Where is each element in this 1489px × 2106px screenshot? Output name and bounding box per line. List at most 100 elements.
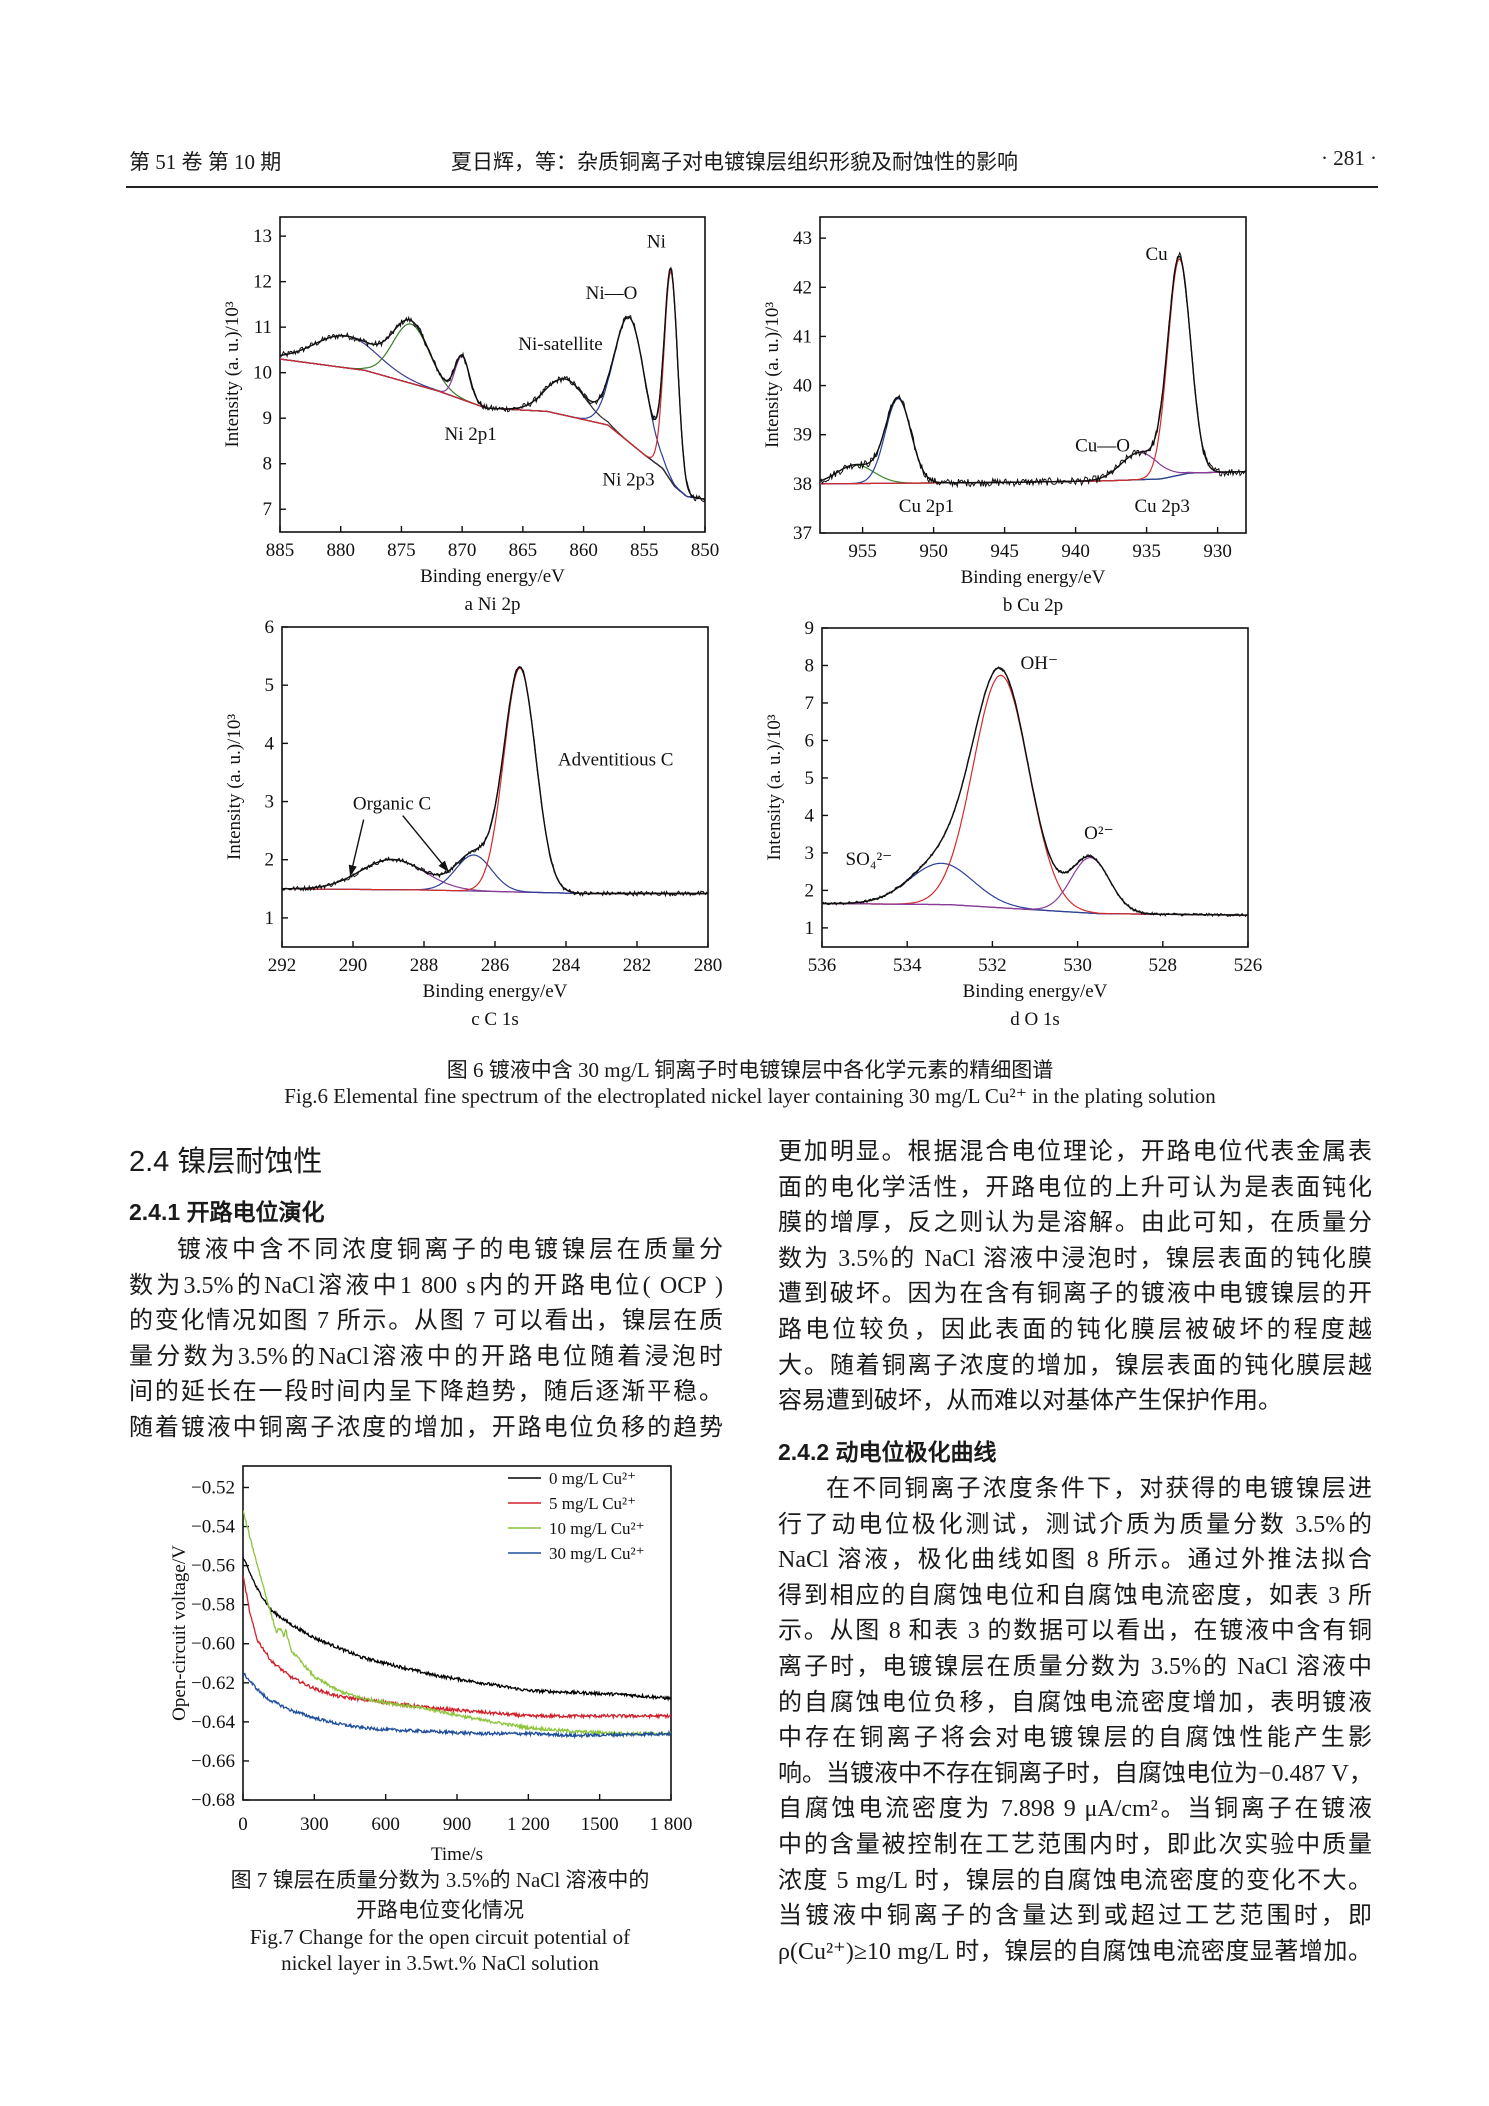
y-tick-label: 8 (263, 454, 273, 475)
peak-annotation: Ni (647, 232, 666, 253)
text-line: 间的延长在一段时间内呈下降趋势，随后逐渐平稳。 (129, 1379, 723, 1406)
figure7-caption-en-2: nickel layer in 3.5wt.% NaCl solution (281, 1951, 599, 1975)
peak-annotation: Adventitious C (558, 749, 674, 770)
peak-annotation: Cu (1145, 244, 1168, 265)
y-tick-label: −0.54 (191, 1517, 235, 1538)
y-tick-label: 6 (805, 730, 815, 751)
y-tick-label: 3 (805, 843, 815, 864)
x-tick-label: 528 (1149, 955, 1178, 976)
text-line: 自腐蚀电流密度为 7.898 9 μA/cm²。当铜离子在镀液 (778, 1796, 1372, 1823)
x-tick-label: 282 (623, 955, 652, 976)
peak-annotation: Cu 2p3 (1135, 496, 1190, 517)
chart-1: 955 950 945 940 935 930 37 38 39 40 41 42 43 Binding … (762, 216, 1247, 616)
chart-2: 292 290 288 286 284 282 280 1 2 3 4 5 6 Binding energ… (224, 617, 722, 1030)
x-tick-label: 945 (990, 541, 1019, 562)
x-tick-label: 870 (448, 540, 477, 561)
plot-frame (279, 216, 706, 533)
y-tick-label: 12 (253, 272, 272, 293)
text-line: 的自腐蚀电位负移，自腐蚀电流密度增加，表明镀液 (778, 1689, 1372, 1716)
chart-subtitle: a Ni 2p (465, 594, 521, 615)
y-tick-label: 1 (265, 908, 275, 929)
running-title: 夏日辉，等：杂质铜离子对电镀镍层组织形貌及耐蚀性的影响 (451, 150, 1018, 174)
peak-annotation: Organic C (353, 794, 431, 815)
text-line: 更加明显。根据混合电位理论，开路电位代表金属表 (778, 1139, 1372, 1165)
x-tick-label: 526 (1234, 955, 1263, 976)
x-tick-label: 885 (266, 540, 295, 561)
plot-area (822, 666, 1248, 918)
x-tick-label: 300 (300, 1814, 329, 1835)
right-column-text-top: 更加明显。根据混合电位理论，开路电位代表金属表 面的电化学活性，开路电位的上升可认… (778, 1135, 1372, 1420)
plot-frame (281, 626, 709, 948)
y-axis-label: Open-circuit voltage/V (169, 1545, 190, 1721)
plot-area (820, 251, 1246, 489)
x-tick-label: 875 (387, 540, 416, 561)
raw-spectrum-line (280, 267, 705, 503)
text-line: 数为3.5%的NaCl溶液中1 800 s内的开路电位( OCP ) (129, 1272, 723, 1299)
figure6-caption-cn: 图 6 镀液中含 30 mg/L 铜离子时电镀镍层中各化学元素的精细图谱 (446, 1058, 1054, 1082)
plot-frame (819, 216, 1247, 534)
peak-annotation: Cu 2p1 (899, 496, 954, 517)
text-line: 量分数为3.5%的NaCl溶液中的开路电位随着浸泡时 (129, 1343, 723, 1370)
text-line: 数为 3.5%的 NaCl 溶液中浸泡时，镍层表面的钝化膜 (778, 1245, 1372, 1272)
plot-frame (821, 627, 1249, 948)
y-tick-label: 2 (805, 880, 815, 901)
fit-component-line (820, 398, 1246, 485)
fit-component-line (282, 667, 708, 895)
x-tick-label: 940 (1061, 541, 1090, 562)
fit-envelope-line (820, 255, 1246, 484)
y-tick-label: −0.64 (191, 1712, 235, 1733)
text-line: 中存在铜离子将会对电镀镍层的自腐蚀性能产生影 (778, 1725, 1372, 1752)
text-line: 行了动电位极化测试，测试介质为质量分数 3.5%的 (778, 1511, 1372, 1538)
subsection-heading-2-4-2: 2.4.2 动电位极化曲线 (778, 1439, 997, 1465)
x-tick-label: 955 (848, 541, 877, 562)
x-tick-label: 1 800 (650, 1814, 693, 1835)
legend-label: 5 mg/L Cu²⁺ (549, 1494, 636, 1513)
text-line: 得到相应的自腐蚀电位和自腐蚀电流密度，如表 3 所 (778, 1582, 1372, 1609)
text-line: 镀液中含不同浓度铜离子的电镀镍层在质量分 (177, 1237, 723, 1263)
x-tick-label: 292 (268, 955, 297, 976)
left-column-text: 镀液中含不同浓度铜离子的电镀镍层在质量分数为3.5%的NaCl溶液中1 800 … (129, 1233, 723, 1447)
peak-annotation: Cu—O (1075, 436, 1130, 457)
text-line: 在不同铜离子浓度条件下，对获得的电镀镍层进 (826, 1476, 1372, 1502)
x-tick-label: 530 (1063, 955, 1092, 976)
x-tick-label: 900 (443, 1814, 472, 1835)
y-tick-label: 5 (805, 768, 815, 789)
x-tick-label: 935 (1132, 541, 1161, 562)
y-tick-label: 5 (265, 675, 275, 696)
x-axis-label: Binding energy/eV (423, 981, 568, 1002)
text-line: 大。随着铜离子浓度的增加，镍层表面的钝化膜层越 (778, 1352, 1372, 1379)
text-line: 浓度 5 mg/L 时，镍层的自腐蚀电流密度的变化不大。 (778, 1867, 1372, 1894)
header-rule (126, 186, 1378, 188)
x-tick-label: 534 (893, 955, 922, 976)
raw-spectrum-line (820, 251, 1246, 489)
x-tick-label: 290 (339, 955, 368, 976)
x-tick-label: 0 (238, 1814, 248, 1835)
y-tick-label: 2 (265, 850, 275, 871)
y-axis-label: Intensity (a. u.)/10³ (222, 301, 243, 447)
fit-envelope-line (280, 266, 705, 500)
page-number: · 281 · (1321, 146, 1377, 170)
y-tick-label: 6 (265, 617, 275, 638)
y-tick-label: 43 (793, 228, 812, 249)
y-tick-label: 3 (265, 792, 275, 813)
fit-component-line (820, 451, 1246, 485)
section-heading: 2.4 镍层耐蚀性 (129, 1146, 323, 1178)
fit-envelope-line (822, 667, 1248, 916)
text-line: 离子时，电镀镍层在质量分数为 3.5%的 NaCl 溶液中 (778, 1653, 1372, 1680)
text-line: NaCl 溶液，极化曲线如图 8 所示。通过外推法拟合 (778, 1547, 1372, 1574)
x-tick-label: 865 (509, 540, 538, 561)
raw-spectrum-line (282, 666, 708, 898)
x-axis-label: Time/s (431, 1844, 483, 1865)
text-line: ρ(Cu²⁺)≥10 mg/L 时，镍层的自腐蚀电流密度显著增加。 (778, 1938, 1372, 1965)
chart-subtitle: b Cu 2p (1003, 595, 1063, 616)
fit-component-line (822, 862, 1248, 916)
y-tick-label: 38 (793, 474, 812, 495)
x-tick-label: 532 (978, 955, 1007, 976)
fit-component-line (822, 674, 1248, 916)
text-line: 遭到破坏。因为在含有铜离子的镀液中电镀镍层的开 (778, 1281, 1372, 1308)
text-line: 膜的增厚，反之则认为是溶解。由此可知，在质量分 (778, 1210, 1372, 1237)
y-tick-label: −0.68 (191, 1790, 235, 1811)
y-tick-label: −0.58 (191, 1595, 235, 1616)
plot-area (243, 1510, 671, 1740)
